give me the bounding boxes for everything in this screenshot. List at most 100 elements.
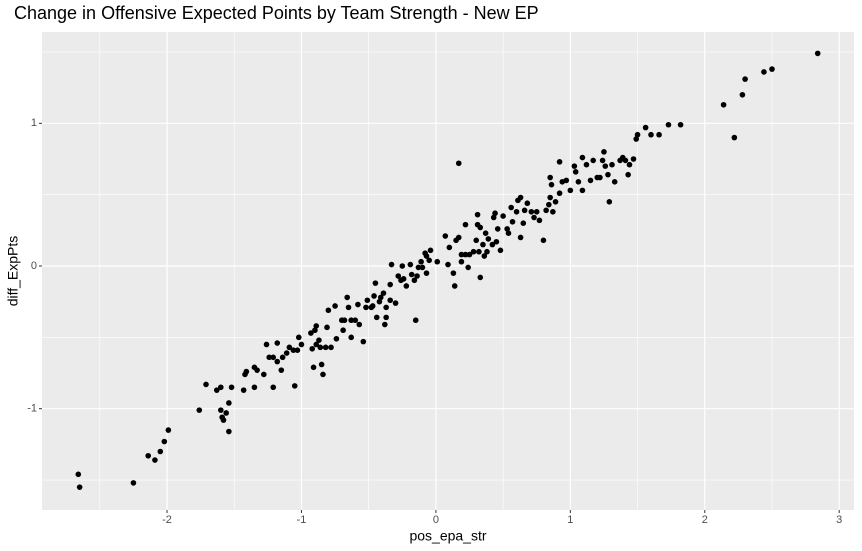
point <box>547 194 553 201</box>
point <box>270 354 277 361</box>
point <box>605 171 611 178</box>
point <box>648 131 654 138</box>
point <box>742 76 748 82</box>
point <box>332 303 338 309</box>
point <box>575 179 582 185</box>
point <box>531 214 537 221</box>
point <box>485 236 492 242</box>
point <box>446 244 453 251</box>
point <box>418 258 424 265</box>
point <box>203 381 209 388</box>
point <box>556 159 563 165</box>
y-tick-label: -1 <box>27 403 37 415</box>
point <box>590 157 596 164</box>
point <box>387 297 393 304</box>
point <box>317 344 324 351</box>
point <box>373 314 380 321</box>
point <box>601 149 607 155</box>
point <box>328 344 334 351</box>
point <box>403 283 410 289</box>
point <box>465 264 471 271</box>
point <box>769 66 775 72</box>
point <box>400 276 407 282</box>
x-axis-title: pos_epa_str <box>409 528 486 544</box>
point <box>254 367 260 373</box>
point <box>634 131 641 138</box>
point <box>481 253 488 259</box>
point <box>318 361 325 368</box>
point <box>494 226 501 232</box>
point <box>376 298 383 305</box>
point <box>226 428 232 435</box>
point <box>333 335 340 342</box>
point <box>372 280 379 286</box>
point <box>270 384 277 391</box>
point <box>493 238 500 245</box>
point <box>290 347 297 353</box>
point <box>345 304 352 311</box>
point <box>369 303 376 309</box>
point <box>492 210 498 217</box>
point <box>550 208 556 215</box>
point <box>356 321 363 328</box>
point <box>473 237 480 244</box>
point <box>630 156 637 162</box>
point <box>423 270 430 276</box>
point <box>458 251 465 258</box>
point <box>622 157 629 164</box>
point <box>312 327 318 334</box>
point <box>380 290 387 296</box>
point <box>341 317 348 324</box>
point <box>476 248 482 255</box>
point <box>484 248 490 255</box>
point <box>313 341 320 348</box>
point <box>344 294 350 301</box>
point <box>213 387 220 393</box>
point <box>633 136 640 142</box>
x-tick-label: 3 <box>836 514 842 526</box>
point <box>626 161 633 168</box>
point <box>500 213 506 219</box>
point <box>445 261 451 268</box>
point <box>450 270 457 276</box>
point <box>547 174 553 181</box>
point <box>489 241 496 248</box>
x-tick-label: 0 <box>433 514 439 526</box>
point <box>552 198 559 205</box>
point <box>261 371 267 378</box>
point <box>528 208 535 215</box>
point <box>606 198 613 205</box>
point <box>508 204 514 211</box>
point <box>579 154 586 161</box>
point <box>274 358 281 365</box>
point <box>383 304 389 311</box>
point <box>451 283 458 289</box>
point <box>470 248 477 255</box>
y-tick-label: 1 <box>31 117 37 129</box>
point <box>720 101 727 108</box>
point <box>563 177 570 184</box>
point <box>434 258 441 265</box>
point <box>761 69 767 75</box>
point <box>382 321 388 328</box>
point <box>513 208 520 215</box>
point <box>583 161 590 168</box>
point <box>274 340 281 346</box>
point <box>521 207 528 214</box>
point <box>348 317 355 324</box>
point <box>371 293 377 299</box>
point <box>340 327 346 334</box>
point <box>363 304 369 311</box>
point <box>157 448 164 455</box>
point <box>427 247 434 254</box>
point <box>308 330 314 336</box>
point <box>462 251 469 258</box>
point <box>325 307 332 314</box>
point <box>814 50 821 57</box>
point <box>625 171 631 178</box>
point <box>597 174 603 181</box>
point <box>458 258 465 265</box>
point <box>408 271 415 278</box>
y-tick-label: 0 <box>31 260 37 272</box>
point <box>567 187 574 194</box>
